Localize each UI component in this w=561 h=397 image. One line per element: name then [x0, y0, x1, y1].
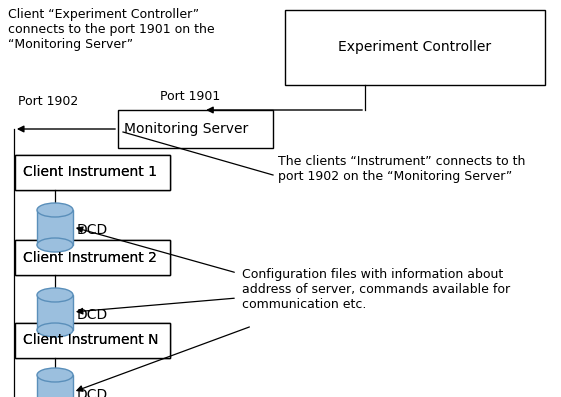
- Text: Client Instrument N: Client Instrument N: [23, 333, 159, 347]
- Bar: [37, 295, 73, 330]
- Text: Experiment Controller: Experiment Controller: [338, 40, 491, 54]
- Text: DCD: DCD: [77, 223, 108, 237]
- Ellipse shape: [37, 323, 73, 337]
- Text: Client Instrument 2: Client Instrument 2: [23, 251, 157, 264]
- Text: Configuration files with information about
address of server, commands available: Configuration files with information abo…: [242, 268, 510, 311]
- Ellipse shape: [37, 288, 73, 302]
- Ellipse shape: [37, 368, 73, 382]
- Ellipse shape: [37, 238, 73, 252]
- Text: Client “Experiment Controller”
connects to the port 1901 on the
“Monitoring Serv: Client “Experiment Controller” connects …: [8, 8, 215, 51]
- Bar: [37, 210, 73, 245]
- Bar: [15, 155, 170, 190]
- Ellipse shape: [37, 203, 73, 217]
- Text: Client Instrument 2: Client Instrument 2: [23, 251, 157, 264]
- Text: Port 1902: Port 1902: [18, 95, 78, 108]
- Bar: [15, 323, 170, 358]
- Bar: [285, 10, 545, 85]
- Text: Client Instrument 1: Client Instrument 1: [23, 166, 157, 179]
- Text: Port 1901: Port 1901: [160, 90, 220, 103]
- Text: Client Instrument N: Client Instrument N: [23, 333, 159, 347]
- Text: Monitoring Server: Monitoring Server: [124, 122, 249, 136]
- Bar: [15, 240, 170, 275]
- Bar: [37, 375, 73, 397]
- Bar: [15, 240, 170, 275]
- Text: Client Instrument 1: Client Instrument 1: [23, 166, 157, 179]
- Bar: [15, 323, 170, 358]
- Bar: [15, 155, 170, 190]
- Bar: [118, 110, 273, 148]
- Text: DCD: DCD: [77, 388, 108, 397]
- Text: DCD: DCD: [77, 308, 108, 322]
- Text: The clients “Instrument” connects to th
port 1902 on the “Monitoring Server”: The clients “Instrument” connects to th …: [278, 155, 525, 183]
